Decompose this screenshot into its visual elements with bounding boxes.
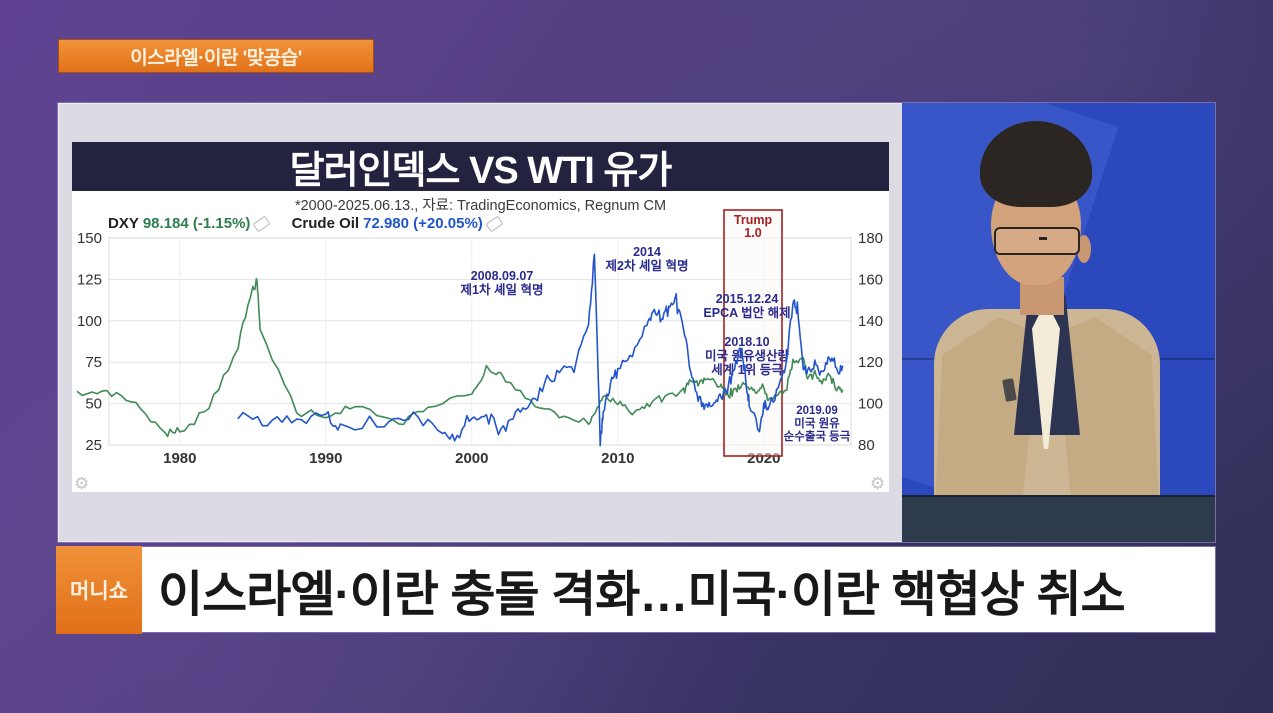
svg-text:제2차 셰일 혁명: 제2차 셰일 혁명 (606, 258, 689, 273)
svg-text:2018.10: 2018.10 (724, 335, 769, 349)
svg-text:1980: 1980 (163, 450, 196, 467)
svg-text:2014: 2014 (633, 245, 661, 259)
svg-text:EPCA 법안 해제: EPCA 법안 해제 (703, 305, 790, 320)
svg-text:2008.09.07: 2008.09.07 (471, 269, 534, 283)
svg-text:25: 25 (85, 437, 102, 454)
svg-text:180: 180 (858, 230, 883, 247)
svg-text:150: 150 (77, 230, 102, 247)
svg-text:1.0: 1.0 (744, 226, 761, 240)
svg-text:160: 160 (858, 271, 883, 288)
svg-text:제1차 셰일 혁명: 제1차 셰일 혁명 (461, 282, 544, 297)
svg-text:세계 1위 등극: 세계 1위 등극 (711, 362, 783, 377)
svg-text:2010: 2010 (601, 450, 634, 467)
svg-text:Trump: Trump (734, 213, 773, 227)
svg-text:2000: 2000 (455, 450, 488, 467)
svg-text:50: 50 (85, 396, 102, 413)
svg-text:80: 80 (858, 437, 875, 454)
svg-text:미국 원유생산량: 미국 원유생산량 (705, 348, 789, 363)
svg-text:100: 100 (858, 396, 883, 413)
svg-text:2015.12.24: 2015.12.24 (716, 292, 779, 306)
svg-text:1990: 1990 (309, 450, 342, 467)
svg-text:125: 125 (77, 271, 102, 288)
svg-text:2019.09: 2019.09 (796, 405, 838, 417)
svg-text:120: 120 (858, 354, 883, 371)
svg-text:140: 140 (858, 313, 883, 330)
svg-text:100: 100 (77, 313, 102, 330)
svg-text:미국 원유: 미국 원유 (794, 416, 840, 430)
svg-text:75: 75 (85, 354, 102, 371)
svg-text:순수출국 등극: 순수출국 등극 (784, 429, 851, 443)
